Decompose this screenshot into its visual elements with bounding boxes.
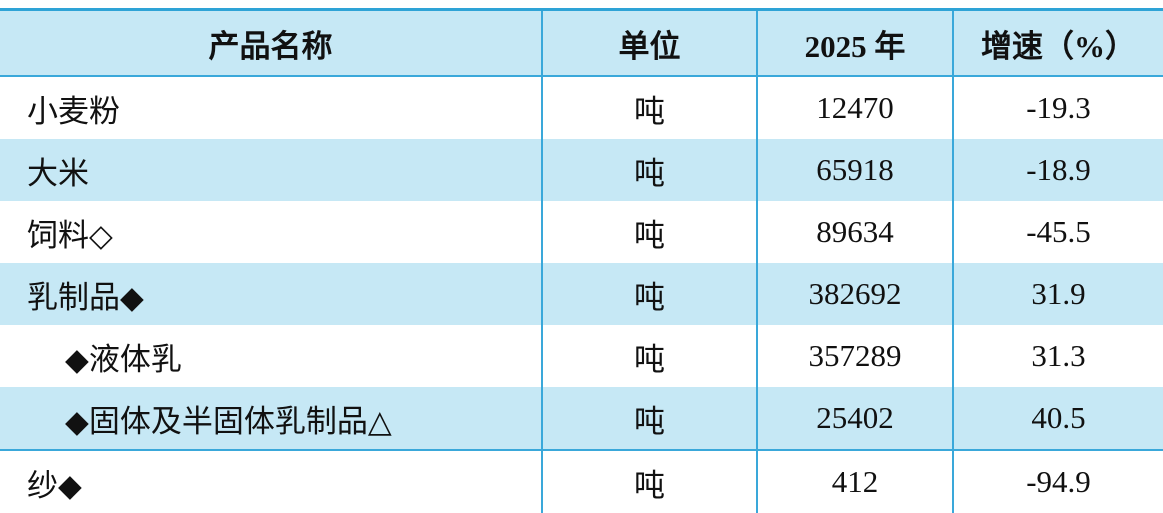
table-row: 小麦粉 吨 12470 -19.3 bbox=[0, 76, 1163, 139]
product-cell: 小麦粉 bbox=[27, 93, 120, 129]
product-cell: 乳制品◆ bbox=[0, 263, 542, 325]
product-cell: 大米 bbox=[0, 139, 542, 201]
header-row: 产品名称 单位 2025 年增速（%） bbox=[0, 9, 1163, 77]
value-cell: 吨 bbox=[541, 387, 757, 450]
value-cell: 吨 bbox=[541, 263, 757, 325]
header-cell: 增速（%） bbox=[952, 9, 1163, 77]
value-cell: -18.9 bbox=[952, 139, 1163, 201]
product-cell: 饲料◇ bbox=[27, 217, 113, 253]
value-cell: 吨 bbox=[541, 139, 757, 201]
value-cell: 12470 bbox=[756, 76, 953, 139]
value-cell: 382692 bbox=[756, 263, 953, 325]
value-cell: 65918 bbox=[756, 139, 953, 201]
data-table: 产品名称 单位 2025 年增速（%） 小麦粉吨 12470 -19.3 大米吨 65918… bbox=[0, 8, 1163, 513]
value-cell: 40.5 bbox=[952, 387, 1163, 450]
value-cell: 吨 bbox=[541, 76, 757, 139]
value-cell: 31.3 bbox=[952, 325, 1163, 387]
value-cell: 412 bbox=[756, 449, 953, 513]
product-cell: ◆液体乳 bbox=[65, 341, 182, 377]
value-cell: 89634 bbox=[756, 201, 953, 263]
table-row: 纱◆ 吨 412 -94.9 bbox=[0, 449, 1163, 513]
table-row: ◆液体乳 吨 357289 31.3 bbox=[0, 325, 1163, 387]
value-cell: 357289 bbox=[756, 325, 953, 387]
table-row: 乳制品◆ 吨 382692 31.9 bbox=[0, 263, 1163, 325]
header-cell: 产品名称 bbox=[0, 9, 542, 77]
value-cell: 25402 bbox=[756, 387, 953, 450]
header-cell: 单位 bbox=[541, 9, 757, 77]
product-cell: 纱◆ bbox=[0, 449, 542, 513]
value-cell: -45.5 bbox=[952, 201, 1163, 263]
value-cell: 吨 bbox=[541, 449, 757, 513]
product-cell: ◆固体及半固体乳制品△ bbox=[0, 387, 542, 450]
value-cell: -19.3 bbox=[952, 76, 1163, 139]
header-cell: 2025 年 bbox=[756, 9, 953, 77]
value-cell: -94.9 bbox=[952, 449, 1163, 513]
value-cell: 吨 bbox=[541, 325, 757, 387]
value-cell: 吨 bbox=[541, 201, 757, 263]
table-row: 饲料◇ 吨 89634 -45.5 bbox=[0, 201, 1163, 263]
table-row: 大米吨 65918 -18.9 bbox=[0, 139, 1163, 201]
table-body: 小麦粉吨 12470 -19.3 大米吨 65918 -18.9 饲料◇ 吨 89634 -45.… bbox=[0, 76, 1163, 513]
table-row: ◆固体及半固体乳制品△ 吨 25402 40.5 bbox=[0, 387, 1163, 450]
value-cell: 31.9 bbox=[952, 263, 1163, 325]
